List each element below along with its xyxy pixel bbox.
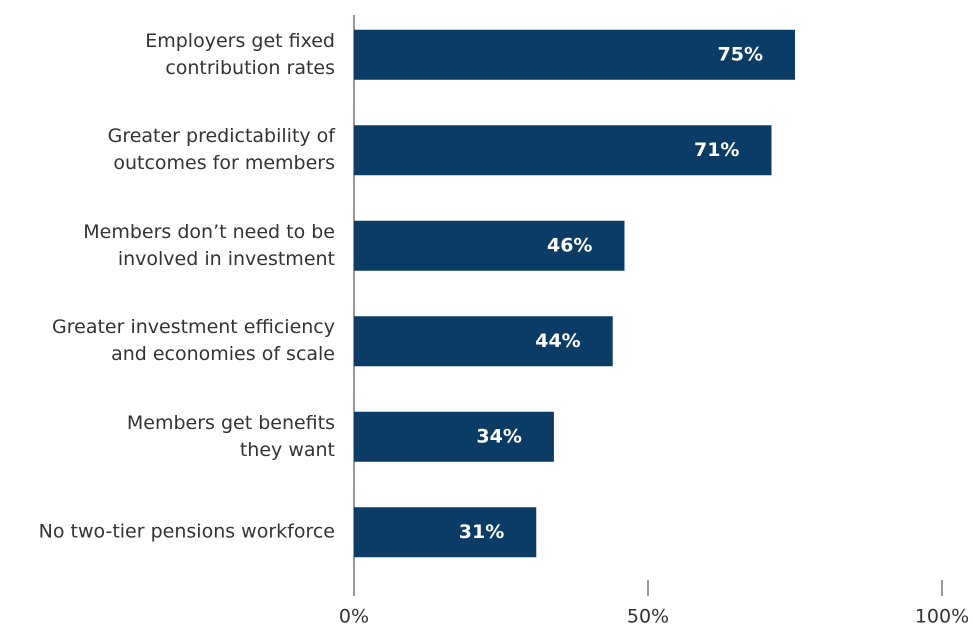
bar — [354, 316, 613, 367]
x-tick-label: 50% — [627, 606, 669, 626]
bar — [354, 411, 554, 462]
value-label: 46% — [547, 234, 592, 256]
category-label: Members get benefits they want — [126, 411, 335, 461]
category-label: Greater predictability of outcomes for m… — [107, 125, 335, 175]
bar — [354, 125, 772, 176]
x-tick-label: 100% — [915, 606, 969, 626]
category-label: Greater investment efficiency and econom… — [52, 316, 335, 366]
value-label: 34% — [476, 425, 521, 447]
value-label: 71% — [694, 139, 739, 161]
value-label: 44% — [535, 330, 580, 352]
category-label: Employers get fixed contribution rates — [145, 29, 335, 79]
bar — [354, 29, 795, 80]
value-label: 75% — [718, 43, 763, 65]
value-label: 31% — [459, 521, 504, 543]
x-tick-label: 0% — [339, 606, 369, 626]
bar — [354, 507, 537, 558]
bar — [354, 220, 625, 271]
category-label: Members don’t need to be involved in inv… — [83, 220, 335, 270]
category-label: No two-tier pensions workforce — [38, 520, 335, 543]
